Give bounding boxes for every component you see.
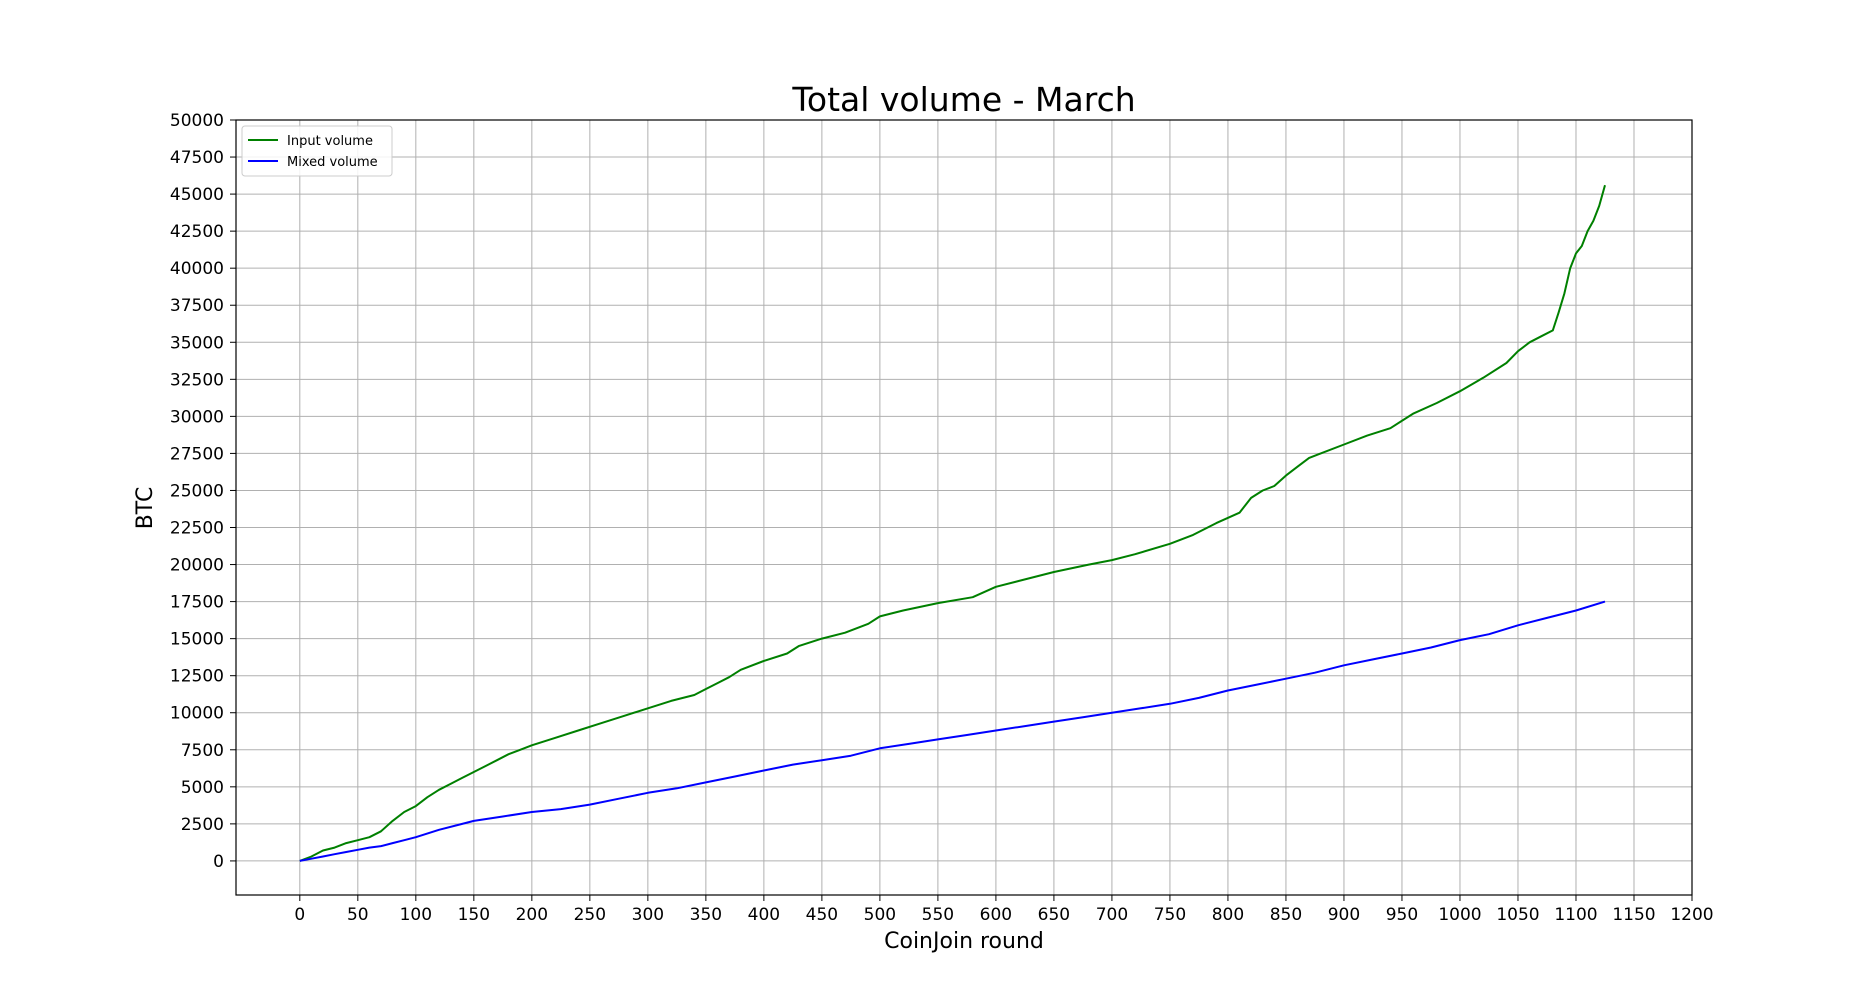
- x-tick-label: 400: [748, 905, 780, 925]
- y-axis-ticks: 0 2500 5000 7500 10000 12500 15000 17500 20000 22…: [170, 111, 236, 872]
- x-tick-label: 100: [400, 905, 432, 925]
- y-tick-label: 20000: [170, 556, 224, 576]
- y-tick-label: 7500: [181, 741, 224, 761]
- x-axis-title: CoinJoin round: [884, 929, 1044, 954]
- y-tick-label: 37500: [170, 296, 224, 316]
- y-tick-label: 15000: [170, 630, 224, 650]
- y-tick-label: 32500: [170, 370, 224, 390]
- legend-box: [241, 125, 393, 177]
- chart-title: Total volume - March: [791, 80, 1135, 119]
- x-tick-label: 300: [632, 905, 664, 925]
- x-tick-label: 850: [1270, 905, 1302, 925]
- x-tick-label: 600: [980, 905, 1012, 925]
- y-tick-label: 27500: [170, 444, 224, 464]
- x-tick-label: 0: [294, 905, 305, 925]
- x-tick-label: 250: [574, 905, 606, 925]
- x-tick-label: 150: [458, 905, 490, 925]
- x-tick-label: 750: [1154, 905, 1186, 925]
- legend-label-input-volume: Input volume: [287, 134, 373, 149]
- grid-lines: [236, 119, 1693, 895]
- x-tick-label: 350: [690, 905, 722, 925]
- x-tick-label: 650: [1038, 905, 1070, 925]
- y-tick-label: 12500: [170, 667, 224, 687]
- y-tick-label: 45000: [170, 185, 224, 205]
- x-tick-label: 550: [922, 905, 954, 925]
- x-tick-label: 200: [516, 905, 548, 925]
- x-tick-label: 700: [1096, 905, 1128, 925]
- series-lines: [299, 184, 1606, 862]
- y-tick-label: 40000: [170, 259, 224, 279]
- legend: Input volume Mixed volume: [241, 125, 393, 177]
- legend-label-mixed-volume: Mixed volume: [287, 155, 378, 170]
- x-tick-label: 900: [1328, 905, 1360, 925]
- y-tick-label: 30000: [170, 407, 224, 427]
- x-tick-label: 1200: [1670, 905, 1713, 925]
- x-tick-label: 1100: [1554, 905, 1597, 925]
- y-tick-label: 5000: [181, 778, 224, 798]
- x-tick-label: 950: [1386, 905, 1418, 925]
- y-tick-label: 42500: [170, 222, 224, 242]
- y-axis-title: BTC: [133, 487, 158, 530]
- series-line-input-volume: [299, 184, 1606, 862]
- y-tick-label: 2500: [181, 815, 224, 835]
- y-tick-label: 10000: [170, 704, 224, 724]
- x-tick-label: 1000: [1438, 905, 1481, 925]
- x-tick-label: 1150: [1612, 905, 1655, 925]
- x-tick-label: 500: [864, 905, 896, 925]
- y-tick-label: 22500: [170, 519, 224, 539]
- series-line-mixed-volume: [299, 600, 1606, 862]
- y-tick-label: 47500: [170, 148, 224, 168]
- x-tick-label: 1050: [1496, 905, 1539, 925]
- x-tick-label: 450: [806, 905, 838, 925]
- plot-frame: [235, 119, 1693, 896]
- y-tick-label: 0: [213, 852, 224, 872]
- x-axis-ticks: 0 50 100 150 200 250 300 350 400 450 500 550 600 650 7…: [294, 895, 1714, 925]
- y-tick-label: 25000: [170, 481, 224, 501]
- y-tick-label: 35000: [170, 333, 224, 353]
- x-tick-label: 50: [347, 905, 369, 925]
- x-tick-label: 800: [1212, 905, 1244, 925]
- y-tick-label: 17500: [170, 593, 224, 613]
- y-tick-label: 50000: [170, 111, 224, 131]
